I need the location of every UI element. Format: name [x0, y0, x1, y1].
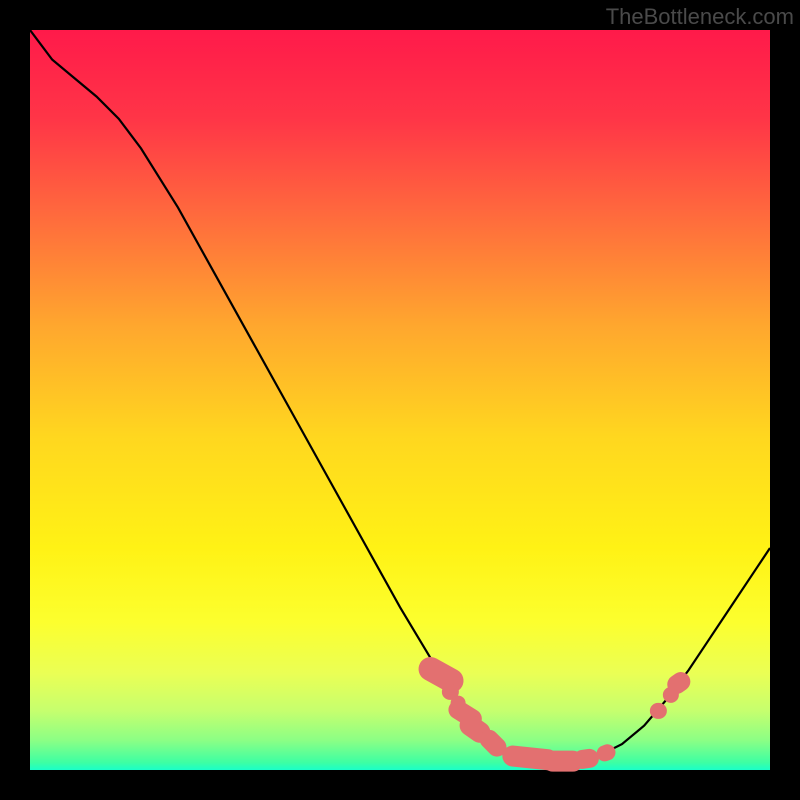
watermark-text: TheBottleneck.com: [606, 4, 794, 30]
curve-layer: [30, 30, 770, 770]
plot-area: [30, 30, 770, 770]
bottleneck-curve: [30, 30, 770, 761]
